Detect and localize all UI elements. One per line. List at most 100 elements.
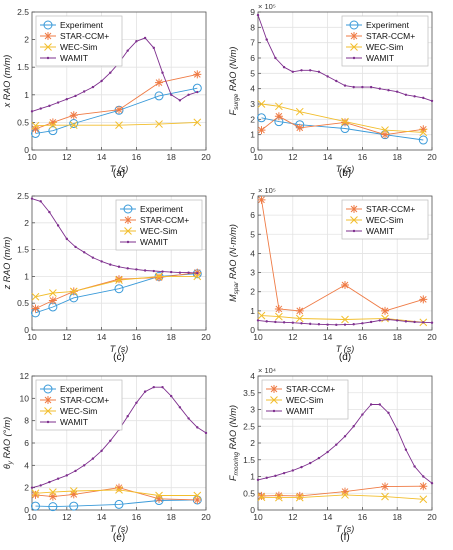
y-tick-label: 6 <box>250 210 255 220</box>
data-point <box>349 20 359 30</box>
x-tick-label: 14 <box>323 152 333 162</box>
y-tick-label: 2 <box>250 438 255 448</box>
data-point <box>114 284 124 294</box>
series-line <box>35 489 198 496</box>
data-point <box>295 493 304 502</box>
data-point <box>69 119 79 129</box>
data-point <box>343 323 347 326</box>
data-point <box>30 486 34 489</box>
data-point <box>31 304 40 313</box>
data-point <box>341 491 349 499</box>
x-axis-label: T (s) <box>336 164 355 174</box>
data-point <box>300 322 303 325</box>
data-point <box>317 323 321 326</box>
series-star-ccm- <box>31 483 202 504</box>
data-point <box>275 312 283 321</box>
legend-label: WEC-Sim <box>140 226 177 236</box>
data-point <box>69 111 78 120</box>
y-tick-label: 9 <box>250 7 255 17</box>
chart-panel-e: 10 12 14 16 18 20 0 2 4 6 8 10 12 T (s) θy RAO (°/m) (e… <box>2 371 211 543</box>
x-tick-label: 12 <box>288 152 298 162</box>
data-point <box>352 229 356 233</box>
y-tick-label: 2.5 <box>17 7 29 17</box>
series-line <box>31 198 198 274</box>
x-tick-label: 20 <box>201 152 211 162</box>
y-tick-label: 0 <box>24 325 29 335</box>
data-point <box>56 101 60 104</box>
data-point <box>413 95 416 98</box>
data-point <box>361 322 364 325</box>
data-point <box>48 502 58 512</box>
y-tick-label: 1.5 <box>17 245 29 255</box>
data-point <box>135 268 138 271</box>
data-point <box>44 407 52 415</box>
data-point <box>352 56 356 60</box>
data-point <box>124 227 132 235</box>
data-point <box>135 40 138 43</box>
data-point <box>115 483 123 492</box>
data-point <box>115 486 123 494</box>
data-point <box>295 107 304 116</box>
x-tick-label: 12 <box>288 512 298 522</box>
y-axis-label: θy RAO (°/m) <box>2 417 14 469</box>
data-point <box>419 295 428 304</box>
y-tick-label: 1.5 <box>17 62 29 72</box>
axis-exponent: × 10⁴ <box>258 366 276 375</box>
data-point <box>265 320 268 323</box>
data-point <box>282 66 286 69</box>
data-point <box>396 319 399 322</box>
panel-tag: (b) <box>339 168 351 179</box>
data-point <box>413 465 416 468</box>
data-point <box>30 110 34 113</box>
data-point <box>413 320 416 324</box>
data-point <box>193 495 202 504</box>
data-point <box>91 85 95 89</box>
legend-label: WAMIT <box>366 226 394 236</box>
data-point <box>335 79 338 83</box>
x-tick-label: 20 <box>427 512 437 522</box>
data-point <box>155 273 164 282</box>
y-axis-label: z RAO (m/m) <box>2 237 12 291</box>
data-point <box>170 394 173 398</box>
panel-tag: (e) <box>113 532 125 543</box>
data-point <box>56 224 60 227</box>
data-point <box>31 121 40 130</box>
data-point <box>170 270 173 274</box>
data-point <box>69 501 79 511</box>
data-point <box>152 385 155 389</box>
data-point <box>126 49 129 52</box>
x-tick-label: 18 <box>166 512 176 522</box>
data-point <box>274 56 277 60</box>
data-point <box>48 126 58 136</box>
data-point <box>126 267 129 270</box>
data-point <box>309 322 312 326</box>
data-point <box>48 480 51 484</box>
data-point <box>187 271 190 274</box>
data-point <box>282 471 286 475</box>
data-point <box>335 443 338 446</box>
data-point <box>155 272 163 281</box>
data-point <box>274 491 283 500</box>
data-point <box>178 271 182 274</box>
x-tick-label: 18 <box>392 152 402 162</box>
data-point <box>257 126 266 135</box>
data-point <box>256 13 260 17</box>
data-point <box>115 121 123 130</box>
data-point <box>196 90 199 94</box>
data-point <box>46 56 50 60</box>
data-point <box>56 477 60 480</box>
data-point <box>369 85 373 89</box>
data-point <box>341 118 349 127</box>
x-axis-label: T (s) <box>110 344 129 354</box>
data-point <box>295 306 304 315</box>
y-tick-label: 12 <box>20 371 30 381</box>
data-point <box>69 487 78 495</box>
x-tick-label: 18 <box>166 332 176 342</box>
data-point <box>381 492 389 501</box>
series-star-ccm- <box>257 112 428 139</box>
series-line <box>35 499 198 508</box>
data-point <box>335 323 338 327</box>
data-point <box>378 319 381 322</box>
